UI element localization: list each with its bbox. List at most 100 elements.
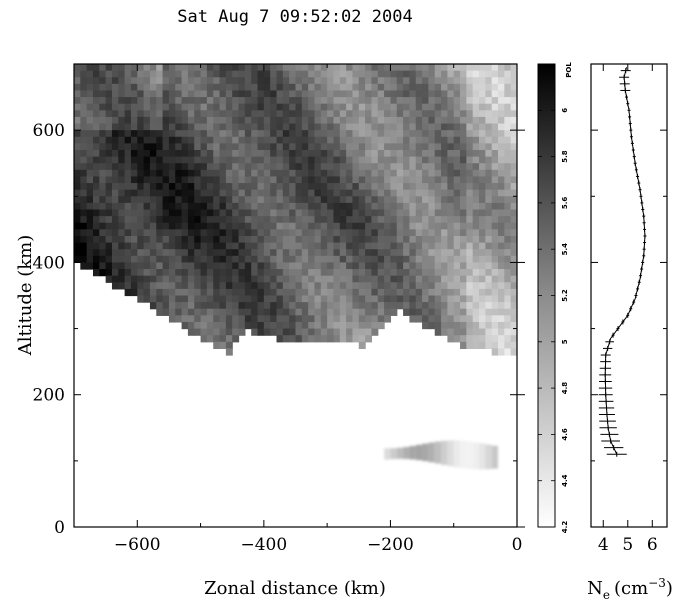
heatmap-cell <box>168 77 176 85</box>
heatmap-cell <box>156 97 164 105</box>
heatmap-cell <box>92 90 100 98</box>
heatmap-cell <box>339 295 347 303</box>
heatmap-cell <box>472 321 480 330</box>
heatmap-cell <box>434 64 442 72</box>
heatmap-cell <box>472 156 480 164</box>
heatmap-cell <box>200 169 208 178</box>
heatmap-cell <box>200 110 208 118</box>
heatmap-cell <box>333 83 341 92</box>
heatmap-cell <box>504 64 512 72</box>
heatmap-cell <box>206 156 214 164</box>
heatmap-cell <box>422 196 429 204</box>
heatmap-cell <box>422 64 429 72</box>
heatmap-cell <box>124 110 132 118</box>
heatmap-cell <box>206 308 214 316</box>
heatmap-cell <box>390 83 398 92</box>
heatmap-cell <box>162 222 170 230</box>
heatmap-cell <box>358 341 366 350</box>
heatmap-cell <box>105 229 113 237</box>
heatmap-cell <box>472 189 480 197</box>
heatmap-cell <box>118 136 126 144</box>
heatmap-cell <box>390 302 398 310</box>
heatmap-cell <box>327 156 335 164</box>
heatmap-cell <box>390 229 398 237</box>
heatmap-cell <box>504 110 512 118</box>
heatmap-cell <box>130 103 138 111</box>
heatmap-cell <box>124 77 132 85</box>
heatmap-cell <box>409 269 417 277</box>
heatmap-cell <box>194 275 202 283</box>
heatmap-cell <box>365 288 373 297</box>
heatmap-cell <box>213 90 221 98</box>
heatmap-cell <box>504 315 512 323</box>
heatmap-cell <box>200 83 208 92</box>
heatmap-cell <box>396 176 404 184</box>
heatmap-cell <box>428 308 436 316</box>
heatmap-cell <box>403 222 411 230</box>
heatmap-cell <box>453 222 461 230</box>
heatmap-cell <box>137 229 145 237</box>
heatmap-cell <box>314 209 322 217</box>
heatmap-cell <box>428 196 436 204</box>
heatmap-cell <box>339 282 347 290</box>
heatmap-cell <box>219 143 227 151</box>
heatmap-cell <box>479 123 486 131</box>
heatmap-cell <box>504 328 512 336</box>
heatmap-cell <box>320 90 328 98</box>
heatmap-cell <box>143 183 151 191</box>
heatmap-cell <box>339 110 347 118</box>
heatmap-cell <box>289 262 297 270</box>
heatmap-cell <box>301 321 309 330</box>
profile-line <box>598 67 647 457</box>
heatmap-cell <box>118 123 126 131</box>
heatmap-cell <box>390 295 398 303</box>
heatmap-cell <box>206 130 214 138</box>
heatmap-cell <box>206 302 214 310</box>
heatmap-cell <box>219 295 227 303</box>
heatmap-cell <box>384 116 392 125</box>
heatmap-cell <box>156 242 164 250</box>
heatmap-cell <box>301 110 309 118</box>
heatmap-cell <box>365 130 373 138</box>
heatmap-cell <box>99 90 107 98</box>
heatmap-cell <box>238 103 246 111</box>
heatmap-cell <box>504 70 512 78</box>
heatmap-cell <box>282 130 290 138</box>
heatmap-cell <box>244 77 252 85</box>
heatmap-cell <box>498 90 505 98</box>
heatmap-cell <box>358 123 366 131</box>
heatmap-cell <box>301 209 309 217</box>
heatmap-cell <box>232 97 240 105</box>
heatmap-cell <box>225 335 233 343</box>
heatmap-cell <box>99 110 107 118</box>
heatmap-cell <box>327 169 335 178</box>
heatmap-cell <box>124 249 132 257</box>
heatmap-cell <box>371 269 379 277</box>
heatmap-cell <box>301 77 309 85</box>
heatmap-cell <box>162 302 170 310</box>
heatmap-cell <box>86 116 94 125</box>
heatmap-cell <box>263 269 271 277</box>
heatmap-cell <box>80 123 88 131</box>
heatmap-cell <box>200 242 208 250</box>
heatmap-cell <box>352 163 360 171</box>
heatmap-cell <box>510 83 517 92</box>
heatmap-cell <box>409 116 417 125</box>
heatmap-cell <box>225 229 233 237</box>
heatmap-cell <box>168 282 176 290</box>
heatmap-cell <box>130 169 138 178</box>
heatmap-cell <box>118 209 126 217</box>
heatmap-cell <box>390 255 398 264</box>
heatmap-cell <box>320 321 328 330</box>
heatmap-cell <box>232 149 240 158</box>
heatmap-cell <box>187 130 195 138</box>
heatmap-cell <box>447 262 455 270</box>
heatmap-cell <box>498 255 505 264</box>
heatmap-cell <box>510 328 517 336</box>
heatmap-cell <box>453 183 461 191</box>
heatmap-cell <box>377 136 385 144</box>
heatmap-cell <box>479 328 486 336</box>
heatmap-cell <box>149 116 157 125</box>
heatmap-cell <box>282 77 290 85</box>
heatmap-cell <box>143 249 151 257</box>
